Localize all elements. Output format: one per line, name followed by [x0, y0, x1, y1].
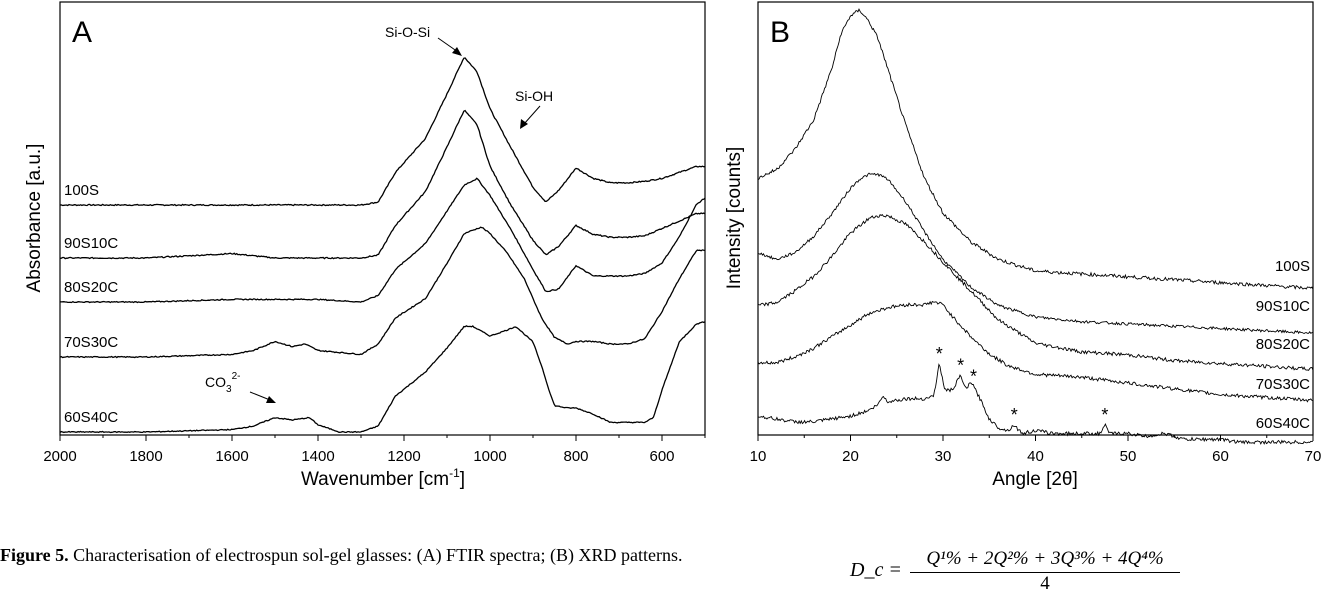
formula-numerator: Q¹% + 2Q²% + 3Q³% + 4Q⁴%	[910, 548, 1180, 573]
panel-b-series-line	[757, 213, 1314, 371]
panel-b-series-label: 70S30C	[1256, 376, 1310, 393]
panel-b-peak-marker: *	[970, 367, 977, 387]
panel-a-x-tick-label: 2000	[43, 448, 76, 465]
panel-b-series-label: 100S	[1275, 258, 1310, 275]
svg-text:Si-OH: Si-OH	[515, 88, 553, 104]
panel-a-x-tick-label: 1800	[129, 448, 162, 465]
panel-a-series-label: 100S	[64, 182, 99, 199]
panel-b-peak-marker: *	[957, 356, 964, 376]
panel-b-x-tick-label: 60	[1212, 448, 1229, 465]
panel-b-series-label: 90S10C	[1256, 298, 1310, 315]
panel-b-peak-marker: *	[1011, 405, 1018, 425]
panel-b-x-axis-label: Angle [2θ]	[992, 469, 1078, 490]
panel-b-plot-area	[757, 8, 1314, 445]
figure-caption: Figure 5. Characterisation of electrospu…	[0, 543, 700, 567]
caption-text: Characterisation of electrospun sol-gel …	[68, 545, 683, 565]
panel-b-x-tick-label: 10	[750, 448, 767, 465]
panel-a-x-tick-label: 1200	[387, 448, 420, 465]
panel-b-peak-marker: *	[936, 344, 943, 364]
annotation-si-o-si: Si-O-Si	[385, 24, 462, 56]
panel-b-series-line	[757, 363, 1314, 445]
panel-b-series-label: 60S40C	[1256, 415, 1310, 432]
panel-b-series-labels: 100S 90S10C 80S20C 70S30C 60S40C	[1256, 258, 1310, 432]
annotation-co3: CO32-	[205, 371, 276, 403]
panel-a-series-line	[59, 57, 705, 207]
panel-b-y-axis-label: Intensity [counts]	[724, 147, 745, 290]
panel-b-x-tick-label: 70	[1305, 448, 1322, 465]
panel-a-x-tick-label: 1000	[473, 448, 506, 465]
panel-a-frame	[59, 1, 706, 436]
panel-a-x-tick-label: 1600	[215, 448, 248, 465]
panel-a-x-tick-label: 800	[563, 448, 588, 465]
panel-a-series-label: 60S40C	[64, 409, 118, 426]
formula-fraction: Q¹% + 2Q²% + 3Q³% + 4Q⁴% 4	[910, 548, 1180, 595]
panel-a-x-tick-label: 600	[649, 448, 674, 465]
panel-a-series-line	[59, 177, 706, 304]
panel-a-x-tick-label: 1400	[301, 448, 334, 465]
panel-a-y-axis-label: Absorbance [a.u.]	[24, 144, 45, 293]
panel-b-letter: B	[770, 16, 790, 49]
panel-b-series-line	[757, 172, 1314, 335]
panel-b-series-line	[757, 300, 1314, 403]
svg-text:Si-O-Si: Si-O-Si	[385, 24, 430, 40]
panel-a-series-label: 90S10C	[64, 235, 118, 252]
panel-a-series-label: 80S20C	[64, 279, 118, 296]
panel-b-series-line	[757, 8, 1314, 290]
panel-a-plot-area	[59, 57, 706, 434]
svg-text:CO32-: CO32-	[205, 371, 240, 395]
panel-a-series-label: 70S30C	[64, 334, 118, 351]
panel-a-series-line	[59, 226, 706, 359]
panel-b-series-label: 80S20C	[1256, 336, 1310, 353]
panel-a-x-axis: 2000 1800 1600 1400 1200 1000 800 600	[43, 435, 706, 465]
panel-b-x-tick-label: 50	[1120, 448, 1137, 465]
degree-of-condensation-formula: D_c = Q¹% + 2Q²% + 3Q³% + 4Q⁴% 4	[850, 548, 1180, 597]
panel-a-series-line	[59, 109, 706, 260]
panel-b-frame	[757, 1, 1314, 436]
panel-b-x-tick-label: 40	[1027, 448, 1044, 465]
panel-b-x-axis: 10 20 30 40 50 60 70	[750, 435, 1322, 465]
caption-figure-number: Figure 5.	[0, 545, 69, 565]
formula-denominator: 4	[1040, 573, 1050, 594]
panel-a-series-line	[59, 321, 706, 434]
formula-lhs: D_c =	[850, 559, 902, 581]
panel-a-series-labels: 100S 90S10C 80S20C 70S30C 60S40C	[64, 182, 118, 426]
panel-b-x-tick-label: 30	[935, 448, 952, 465]
panel-a-x-axis-label: Wavenumber [cm-1]	[301, 466, 465, 490]
panel-b-peak-marker: *	[1101, 405, 1108, 425]
panel-b-peak-markers: * * * * *	[936, 344, 1109, 425]
panel-a-letter: A	[72, 16, 92, 49]
annotation-si-oh: Si-OH	[515, 88, 553, 129]
panel-b-x-tick-label: 20	[842, 448, 859, 465]
